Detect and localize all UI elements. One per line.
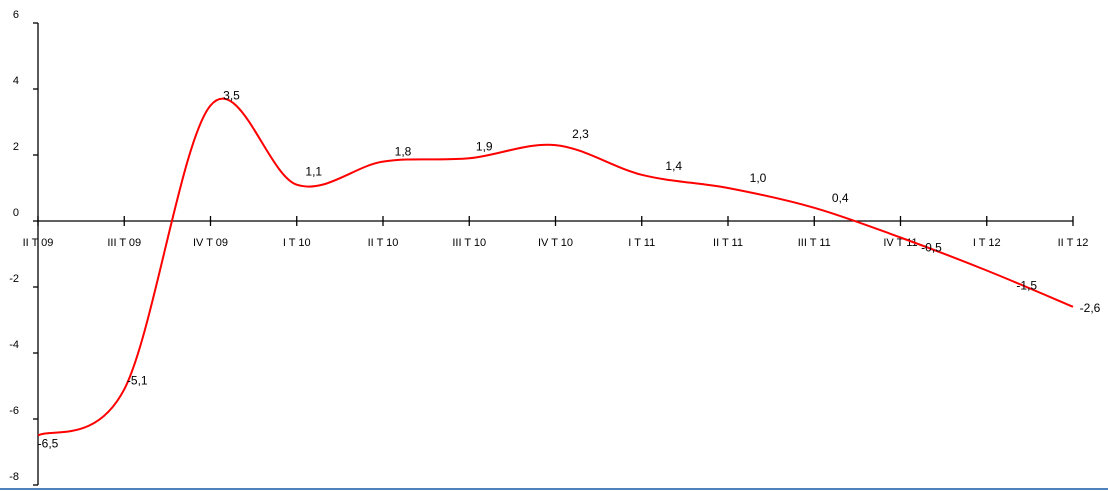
data-label: 3,5 <box>223 89 240 103</box>
y-tick-label: 0 <box>13 207 19 219</box>
data-label: 1,4 <box>665 159 682 173</box>
data-label: -2,6 <box>1080 301 1101 315</box>
x-tick-label: II T 12 <box>1058 237 1089 249</box>
x-tick-label: III T 09 <box>107 237 141 249</box>
y-tick-label: 4 <box>13 75 19 87</box>
data-label: 1,0 <box>750 171 767 185</box>
x-tick-label: III T 10 <box>452 237 486 249</box>
x-tick-label: II T 10 <box>368 237 399 249</box>
data-label: -0,5 <box>921 241 942 255</box>
y-tick-label: 6 <box>13 9 19 21</box>
y-tick-label: -8 <box>9 471 19 483</box>
y-tick-label: -4 <box>9 339 19 351</box>
x-tick-label: I T 12 <box>973 237 1001 249</box>
y-tick-label: -2 <box>9 273 19 285</box>
data-label: 2,3 <box>572 127 589 141</box>
x-tick-label: I T 10 <box>283 237 311 249</box>
x-tick-label: III T 11 <box>798 237 831 249</box>
x-tick-label: II T 09 <box>23 237 54 249</box>
data-label: -5,1 <box>127 373 148 387</box>
data-label: 1,9 <box>476 139 493 153</box>
x-axis: II T 09 III T 09 IV T 09 I T 10 II T 10 III T… <box>23 216 1089 249</box>
x-tick-label: IV T 10 <box>538 237 573 249</box>
y-tick-label: -6 <box>9 405 19 417</box>
x-tick-label: I T 11 <box>628 237 655 249</box>
y-axis: -8 -6 -4 -2 0 2 4 6 <box>9 9 39 486</box>
y-tick-label: 2 <box>13 141 19 153</box>
data-label: 1,1 <box>305 165 322 179</box>
series-line-group <box>37 97 1074 437</box>
x-tick-label: IV T 09 <box>193 237 228 249</box>
series-line <box>37 97 1074 437</box>
data-label: 1,8 <box>395 145 412 159</box>
data-label: -1,5 <box>1016 279 1037 293</box>
x-tick-label: II T 11 <box>713 237 743 249</box>
data-label: -6,5 <box>38 437 59 451</box>
x-tick-label: IV T 11 <box>883 237 917 249</box>
data-label: 0,4 <box>832 191 849 205</box>
data-labels: -6,5 -5,1 3,5 1,1 1,8 1,9 2,3 1,4 1,0 0,4 -0,5 -1,5… <box>38 89 1101 451</box>
